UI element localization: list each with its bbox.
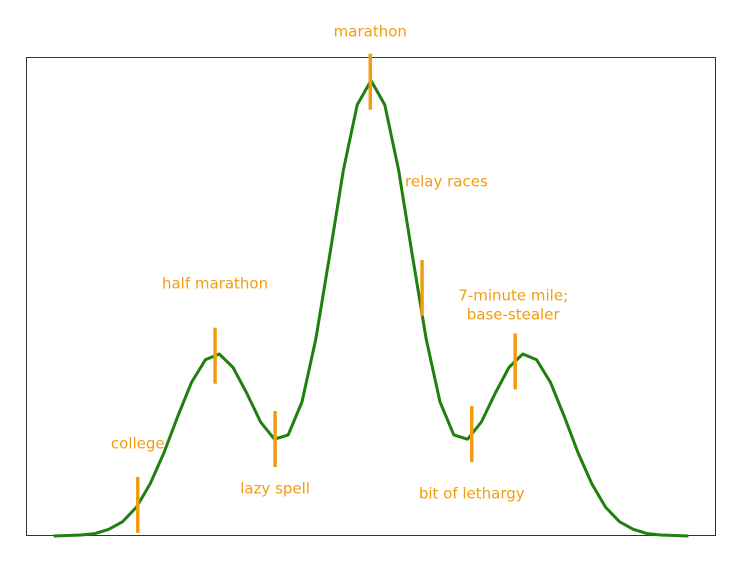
annotation-label: bit of lethargy bbox=[419, 485, 525, 503]
annotation-label: base-stealer bbox=[467, 306, 561, 324]
plot-frame bbox=[26, 57, 716, 536]
curve bbox=[53, 78, 689, 538]
annotation-label: lazy spell bbox=[240, 480, 310, 498]
annotation-label: college bbox=[111, 435, 165, 453]
annotation-label: 7-minute mile; bbox=[458, 287, 568, 305]
annotation-label: relay races bbox=[405, 173, 488, 191]
annotation-label: half marathon bbox=[162, 275, 268, 293]
annotation-label: marathon bbox=[334, 23, 407, 41]
